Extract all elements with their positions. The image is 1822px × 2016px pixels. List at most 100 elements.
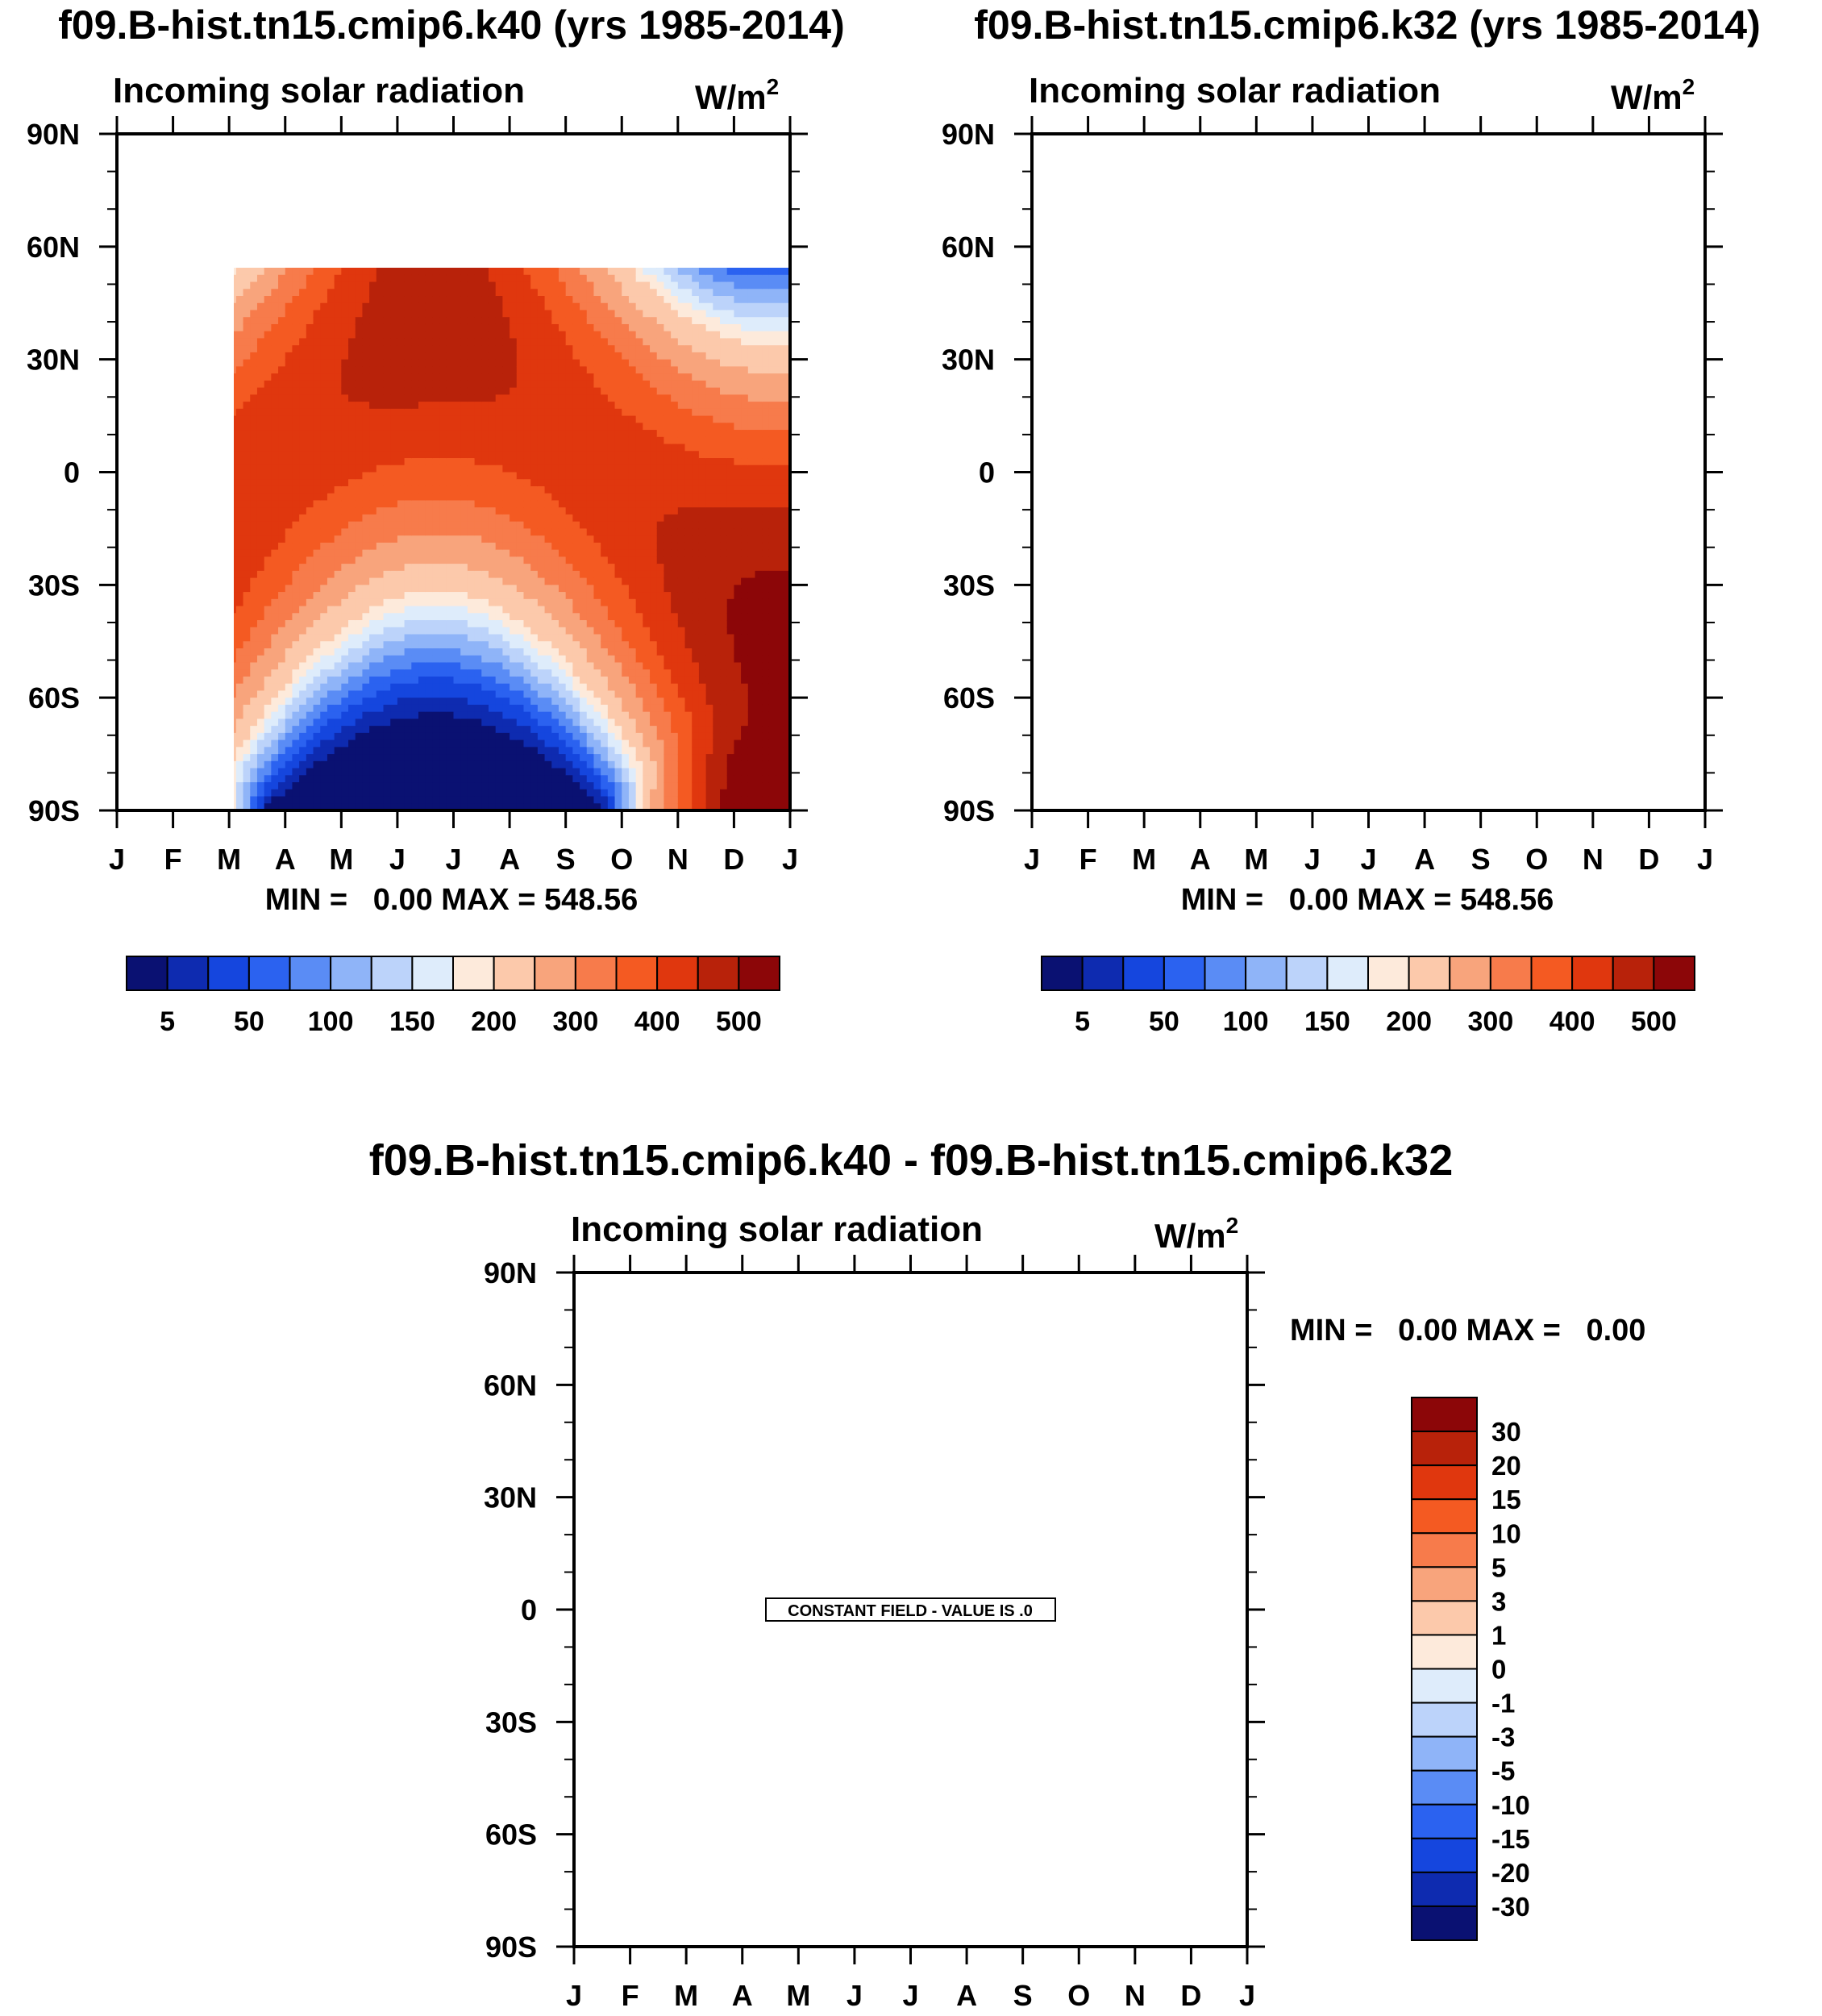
contour-cell — [474, 472, 482, 480]
contour-cell — [397, 472, 406, 480]
contour-cell — [467, 507, 476, 515]
contour-cell — [243, 464, 251, 473]
contour-cell — [390, 760, 398, 769]
contour-cell — [292, 162, 299, 169]
contour-cell — [229, 211, 236, 219]
contour-cell — [292, 803, 300, 811]
contour-cell — [362, 606, 370, 614]
contour-cell — [194, 303, 202, 310]
contour-cell — [256, 598, 265, 607]
contour-cell — [201, 254, 208, 261]
contour-cell — [208, 528, 215, 535]
contour-cell — [187, 465, 194, 473]
contour-cell — [474, 296, 482, 304]
contour-cell — [278, 387, 286, 395]
contour-cell — [138, 141, 145, 148]
contour-cell — [453, 641, 461, 649]
contour-cell — [446, 782, 455, 790]
contour-cell — [369, 782, 377, 790]
contour-cell — [194, 740, 202, 748]
contour-cell — [278, 683, 286, 692]
contour-cell — [390, 155, 397, 162]
contour-cell — [411, 704, 419, 713]
contour-cell — [138, 550, 145, 557]
contour-cell — [397, 359, 406, 368]
contour-cell — [278, 204, 285, 211]
contour-cell — [369, 430, 377, 438]
contour-cell — [299, 289, 307, 297]
contour-cell — [418, 669, 426, 677]
contour-cell — [256, 296, 265, 304]
contour-cell — [432, 345, 440, 353]
contour-cell — [439, 458, 447, 466]
contour-cell — [306, 556, 314, 564]
contour-cell — [124, 324, 131, 331]
contour-cell — [180, 768, 187, 776]
contour-cell — [432, 408, 440, 417]
contour-cell — [355, 542, 364, 551]
contour-cell — [145, 409, 152, 416]
contour-cell — [180, 698, 187, 705]
contour-cell — [418, 310, 426, 318]
contour-cell — [187, 444, 194, 452]
contour-cell — [306, 323, 314, 332]
contour-cell — [474, 485, 482, 494]
contour-cell — [152, 444, 159, 452]
contour-cell — [425, 394, 434, 402]
contour-cell — [404, 564, 412, 572]
contour-cell — [194, 331, 202, 339]
contour-cell — [348, 155, 356, 162]
contour-cell — [138, 507, 145, 514]
contour-cell — [173, 381, 181, 388]
contour-cell — [474, 585, 482, 593]
contour-cell — [173, 698, 181, 705]
contour-cell — [475, 198, 482, 205]
contour-cell — [313, 585, 321, 593]
contour-cell — [299, 296, 307, 304]
contour-cell — [468, 254, 475, 261]
contour-cell — [404, 317, 412, 325]
contour-cell — [341, 641, 349, 649]
contour-cell — [355, 620, 364, 628]
contour-cell — [292, 296, 300, 304]
contour-cell — [285, 655, 293, 664]
contour-cell — [425, 507, 434, 515]
contour-cell — [208, 522, 215, 529]
contour-cell — [383, 472, 391, 480]
contour-cell — [467, 500, 476, 508]
contour-cell — [341, 782, 349, 790]
contour-cell — [432, 564, 440, 572]
contour-cell — [362, 669, 370, 677]
contour-cell — [439, 528, 447, 536]
contour-cell — [173, 254, 181, 261]
contour-cell — [453, 289, 461, 297]
contour-cell — [383, 549, 391, 557]
contour-cell — [327, 760, 335, 769]
contour-cell — [256, 782, 265, 790]
contour-cell — [229, 183, 236, 190]
contour-cell — [348, 296, 356, 304]
contour-cell — [355, 387, 364, 395]
contour-cell — [145, 648, 152, 656]
contour-cell — [234, 408, 237, 417]
contour-cell — [432, 268, 440, 276]
contour-cell — [131, 381, 138, 388]
contour-cell — [194, 373, 202, 381]
contour-cell — [194, 282, 202, 289]
contour-cell — [390, 676, 398, 685]
contour-cell — [215, 528, 223, 535]
contour-cell — [411, 274, 419, 283]
contour-cell — [397, 592, 406, 600]
contour-cell — [348, 754, 356, 762]
contour-cell — [327, 436, 335, 445]
contour-cell — [145, 712, 152, 719]
contour-cell — [411, 373, 419, 381]
contour-cell — [243, 739, 251, 748]
contour-cell — [383, 796, 391, 804]
contour-cell — [208, 606, 215, 614]
contour-cell — [256, 655, 265, 664]
contour-cell — [194, 606, 202, 614]
contour-cell — [124, 782, 131, 789]
contour-cell — [314, 176, 321, 183]
contour-cell — [278, 598, 286, 607]
